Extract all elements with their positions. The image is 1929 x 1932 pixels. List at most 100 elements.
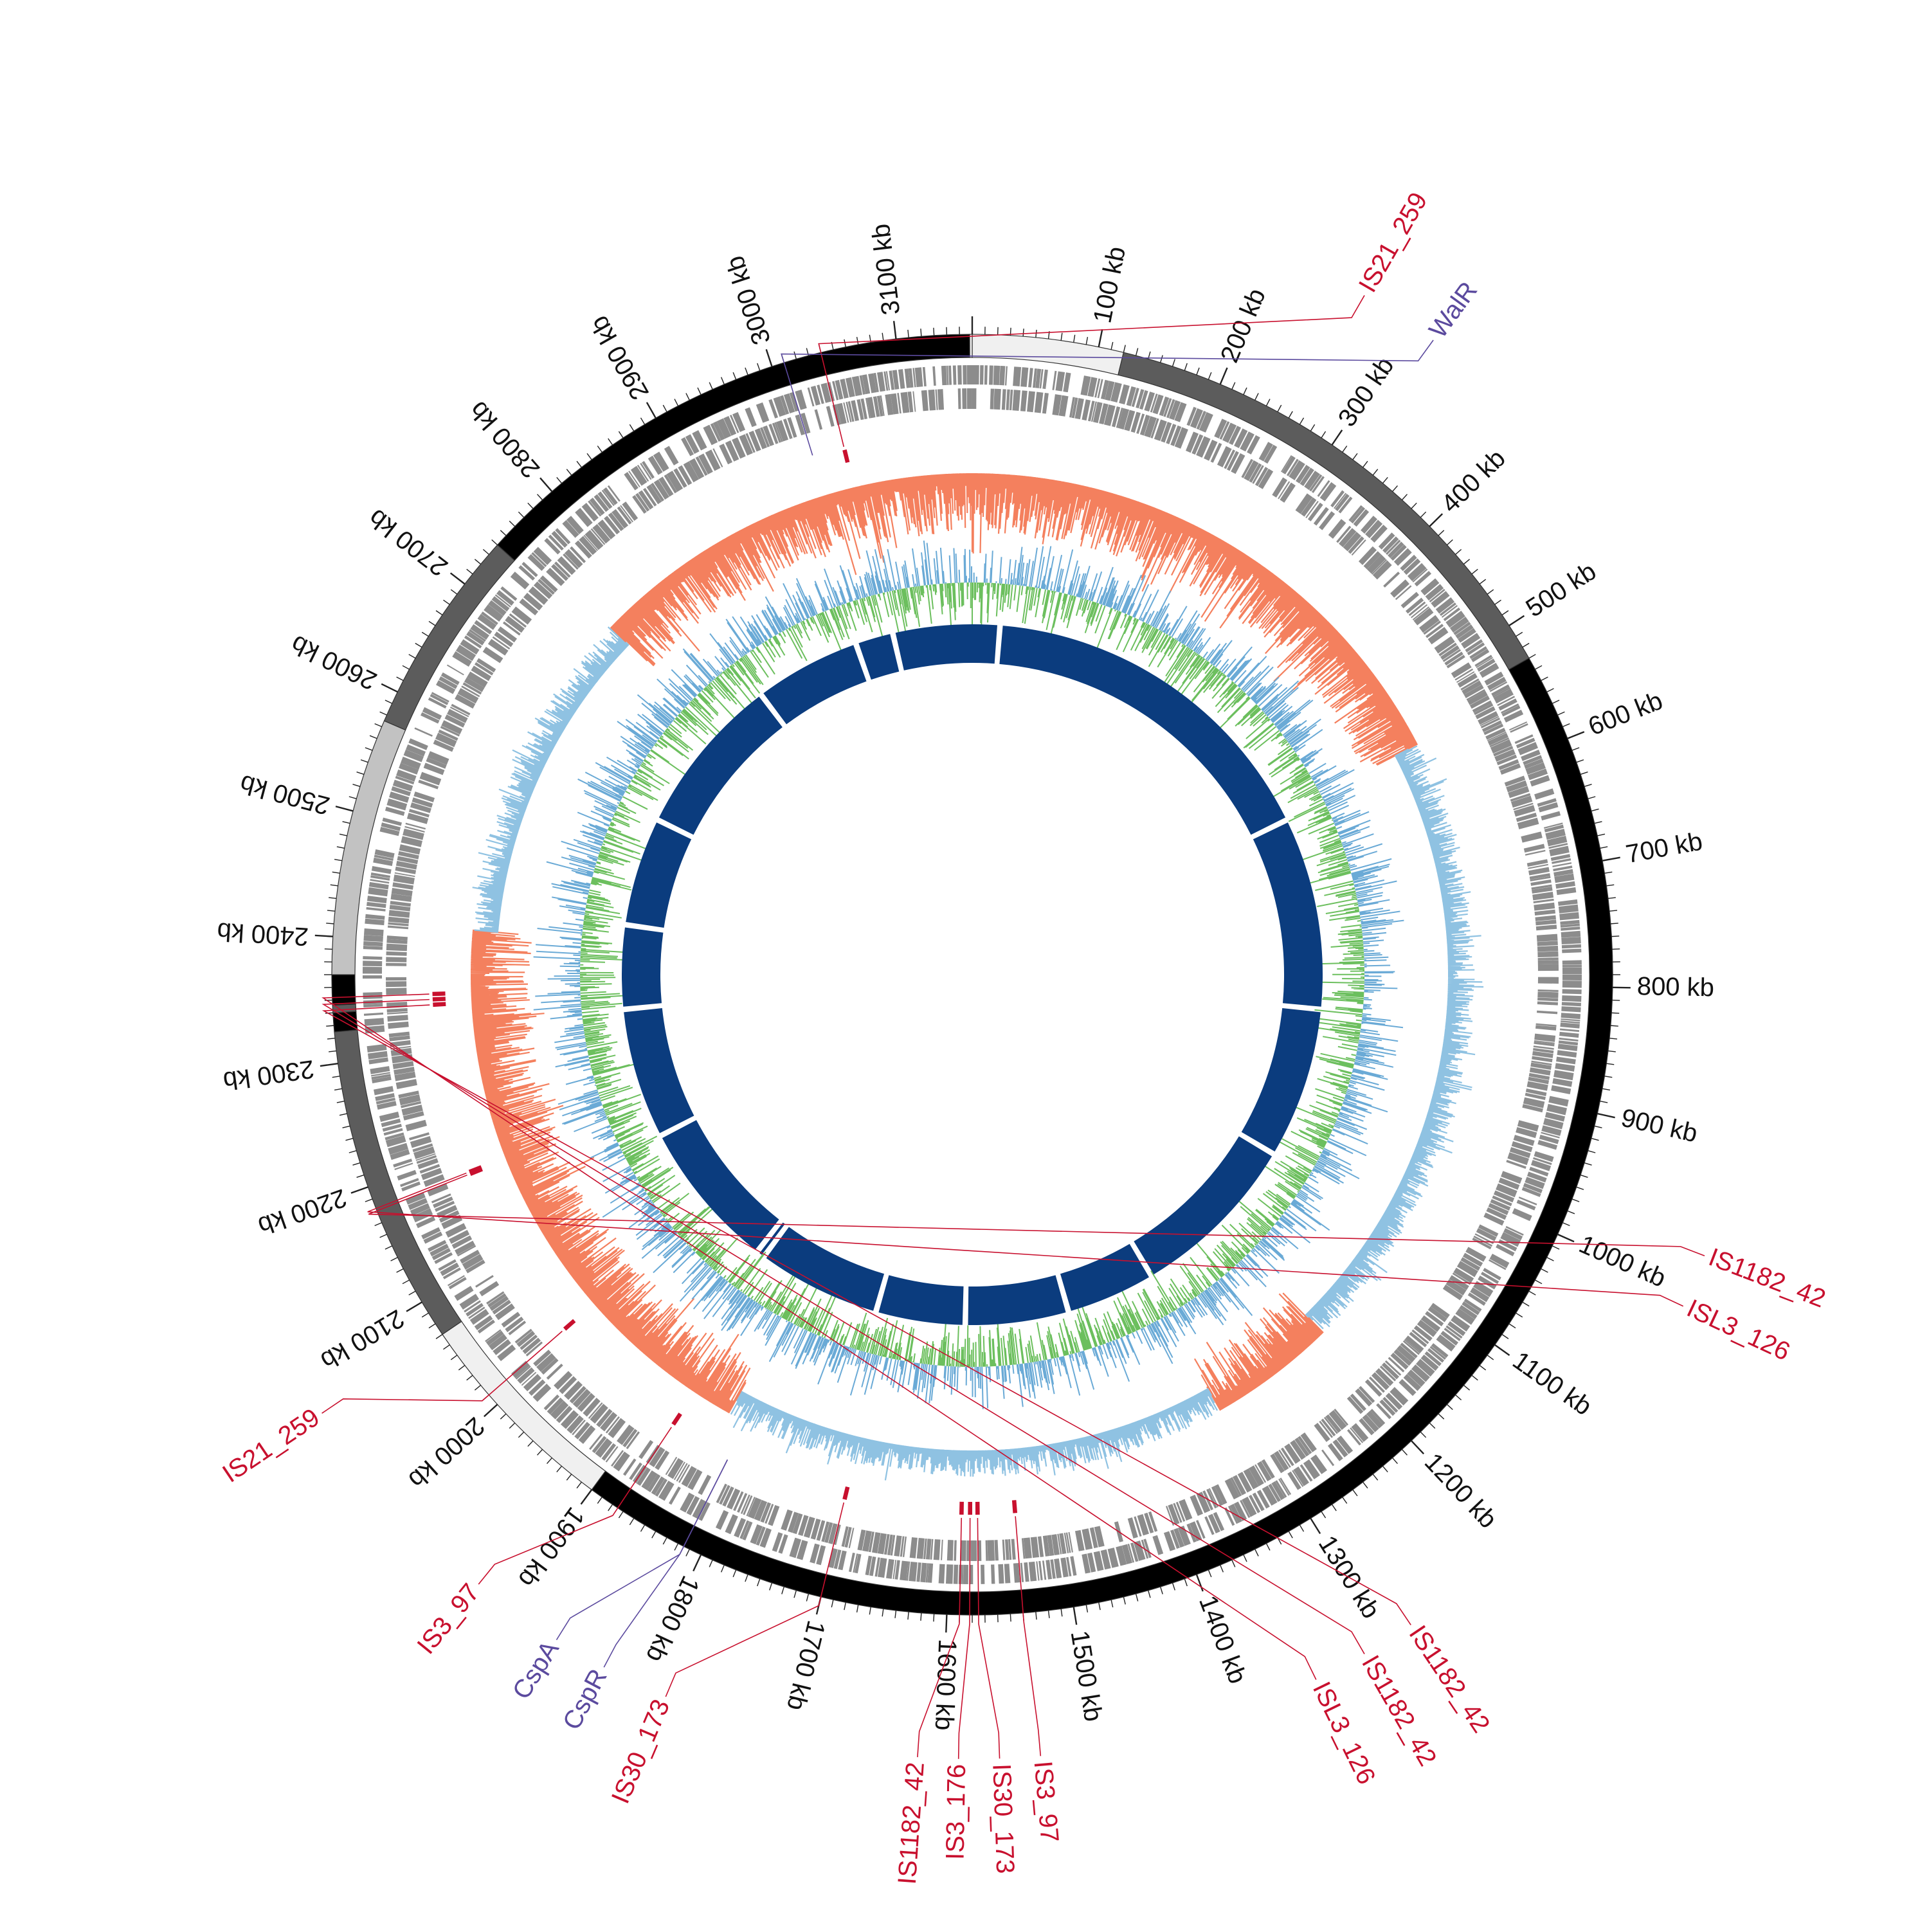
major-tick bbox=[451, 573, 465, 584]
gene-box bbox=[963, 365, 966, 384]
minor-tick bbox=[397, 677, 404, 681]
tick-label: 500 kb bbox=[1521, 557, 1601, 622]
minor-tick bbox=[1321, 431, 1326, 438]
tick-label: 1900 kb bbox=[512, 1502, 590, 1593]
minor-tick bbox=[770, 1583, 772, 1590]
minor-tick bbox=[1136, 1594, 1138, 1602]
gene-box bbox=[981, 1565, 984, 1584]
gene-box bbox=[815, 410, 823, 430]
gene-box bbox=[1559, 905, 1579, 914]
gene-box bbox=[363, 961, 382, 966]
outer-segment-5 bbox=[333, 1011, 358, 1032]
minor-tick bbox=[869, 1607, 871, 1614]
gene-box bbox=[1556, 1057, 1576, 1065]
minor-tick bbox=[1535, 665, 1542, 669]
minor-tick bbox=[1383, 1466, 1388, 1472]
minor-tick bbox=[1584, 1163, 1591, 1166]
tick-label: 200 kb bbox=[1215, 284, 1271, 366]
minor-tick bbox=[782, 1587, 784, 1594]
gene-box bbox=[414, 727, 433, 737]
gene-box bbox=[1002, 1540, 1006, 1560]
minor-tick bbox=[1086, 337, 1087, 345]
minor-tick bbox=[340, 834, 347, 836]
minor-tick bbox=[1572, 1199, 1579, 1202]
is-element-mark bbox=[433, 1002, 446, 1007]
minor-tick bbox=[385, 700, 392, 703]
minor-tick bbox=[1402, 1449, 1407, 1455]
major-tick bbox=[894, 321, 896, 339]
gene-box bbox=[1534, 903, 1555, 911]
minor-tick bbox=[1588, 797, 1596, 799]
gene-box bbox=[372, 866, 392, 874]
minor-tick bbox=[422, 1313, 428, 1317]
gene-box bbox=[386, 963, 406, 966]
minor-tick bbox=[337, 847, 345, 848]
minor-tick bbox=[577, 461, 581, 467]
minor-tick bbox=[1572, 748, 1579, 750]
minor-tick bbox=[1061, 1609, 1062, 1616]
minor-tick bbox=[608, 438, 613, 445]
minor-tick bbox=[686, 1549, 689, 1557]
minor-tick bbox=[1373, 469, 1378, 475]
tick-label: 2500 kb bbox=[237, 769, 332, 820]
synteny-block-5 bbox=[1060, 1244, 1149, 1311]
minor-tick bbox=[349, 1151, 357, 1153]
gene-box bbox=[1562, 989, 1582, 994]
synteny-block-13 bbox=[626, 822, 691, 928]
minor-tick bbox=[475, 1386, 480, 1391]
gc-content-track bbox=[534, 541, 1404, 1409]
minor-tick bbox=[895, 1611, 896, 1618]
minor-tick bbox=[806, 1594, 808, 1602]
gene-box bbox=[1538, 989, 1559, 992]
minor-tick bbox=[675, 1544, 678, 1551]
minor-tick bbox=[1523, 643, 1529, 647]
major-tick bbox=[647, 402, 656, 418]
synteny-block-7 bbox=[878, 1275, 963, 1324]
minor-tick bbox=[577, 1482, 581, 1488]
tick-label: 1600 kb bbox=[930, 1638, 962, 1731]
gene-box bbox=[1555, 1063, 1575, 1071]
minor-tick bbox=[1580, 772, 1588, 775]
gene-box bbox=[1035, 392, 1044, 413]
minor-tick bbox=[1411, 503, 1417, 509]
minor-tick bbox=[409, 655, 415, 658]
gene-box bbox=[917, 1538, 925, 1559]
minor-tick bbox=[1220, 1565, 1224, 1572]
gene-box bbox=[1537, 997, 1558, 1001]
gene-box bbox=[1031, 1537, 1039, 1558]
gene-box bbox=[967, 388, 972, 409]
minor-tick bbox=[1232, 1560, 1235, 1567]
synteny-block-17 bbox=[896, 624, 972, 671]
is-element-mark bbox=[563, 1319, 575, 1331]
gene-box bbox=[999, 366, 1005, 385]
minor-tick bbox=[436, 611, 442, 615]
minor-tick bbox=[380, 1234, 387, 1238]
tick-label: 2700 kb bbox=[363, 503, 453, 582]
tick-label: 3100 kb bbox=[867, 222, 906, 317]
gene-box bbox=[1538, 977, 1559, 984]
tick-label: 1400 kb bbox=[1193, 1592, 1252, 1688]
gene-box bbox=[1013, 366, 1021, 386]
minor-tick bbox=[1086, 1605, 1087, 1612]
gene-box bbox=[745, 407, 756, 427]
minor-tick bbox=[721, 377, 725, 384]
gene-box bbox=[386, 981, 406, 987]
minor-tick bbox=[1591, 1139, 1599, 1141]
minor-tick bbox=[652, 1531, 656, 1538]
minor-tick bbox=[1266, 1544, 1270, 1551]
gene-box bbox=[386, 988, 406, 995]
major-tick bbox=[1568, 732, 1584, 738]
gene-box bbox=[963, 1565, 968, 1584]
minor-tick bbox=[343, 1126, 350, 1128]
gene-box bbox=[909, 1562, 918, 1582]
minor-tick bbox=[1611, 936, 1619, 937]
minor-tick bbox=[1480, 579, 1486, 584]
gene-box bbox=[1070, 1556, 1076, 1575]
minor-tick bbox=[1111, 1600, 1113, 1607]
gene-box bbox=[363, 967, 382, 974]
gene-box bbox=[1534, 788, 1554, 799]
minor-tick bbox=[331, 885, 338, 886]
gene-box bbox=[921, 390, 928, 411]
minor-tick bbox=[1208, 1570, 1211, 1577]
minor-tick bbox=[1577, 760, 1584, 763]
